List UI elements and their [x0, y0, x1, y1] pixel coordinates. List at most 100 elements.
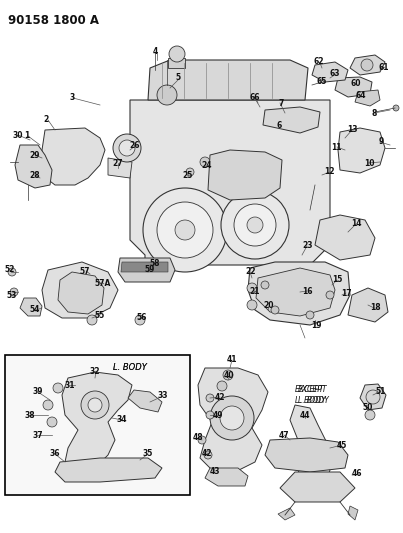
- Polygon shape: [58, 272, 104, 314]
- Polygon shape: [290, 405, 330, 488]
- Text: 65: 65: [317, 77, 327, 86]
- Polygon shape: [42, 262, 118, 318]
- Text: 38: 38: [25, 410, 35, 419]
- Polygon shape: [315, 215, 375, 260]
- Circle shape: [88, 398, 102, 412]
- Circle shape: [143, 188, 227, 272]
- Polygon shape: [355, 90, 380, 106]
- Polygon shape: [335, 77, 372, 97]
- Polygon shape: [130, 100, 330, 265]
- Circle shape: [135, 315, 145, 325]
- Text: 10: 10: [364, 158, 374, 167]
- Text: 49: 49: [213, 410, 223, 419]
- Circle shape: [157, 85, 177, 105]
- Circle shape: [234, 204, 276, 246]
- Circle shape: [393, 105, 399, 111]
- Circle shape: [200, 157, 210, 167]
- Text: 31: 31: [65, 381, 75, 390]
- Circle shape: [261, 281, 269, 289]
- Polygon shape: [280, 472, 355, 502]
- Polygon shape: [205, 468, 248, 486]
- Text: 42: 42: [202, 448, 212, 457]
- Polygon shape: [265, 438, 348, 472]
- Text: 44: 44: [300, 410, 310, 419]
- Text: 3: 3: [69, 93, 75, 101]
- Circle shape: [43, 400, 53, 410]
- Circle shape: [217, 381, 227, 391]
- Polygon shape: [55, 458, 162, 482]
- Text: 66: 66: [250, 93, 260, 101]
- Circle shape: [210, 396, 254, 440]
- Text: 5: 5: [175, 74, 181, 83]
- Text: 63: 63: [330, 69, 340, 78]
- Polygon shape: [338, 128, 385, 173]
- Polygon shape: [248, 262, 350, 325]
- Text: 28: 28: [30, 171, 40, 180]
- Circle shape: [81, 391, 109, 419]
- Circle shape: [204, 451, 212, 459]
- Text: 6: 6: [276, 120, 282, 130]
- Text: 26: 26: [130, 141, 140, 150]
- Text: 42: 42: [215, 392, 225, 401]
- Circle shape: [271, 306, 279, 314]
- Text: 23: 23: [303, 241, 313, 251]
- Text: 61: 61: [379, 62, 389, 71]
- Text: 8: 8: [371, 109, 377, 117]
- Text: 34: 34: [117, 416, 127, 424]
- Polygon shape: [108, 158, 132, 178]
- Circle shape: [169, 46, 185, 62]
- Polygon shape: [348, 506, 358, 520]
- Circle shape: [366, 390, 380, 404]
- Text: 12: 12: [324, 167, 334, 176]
- Text: 20: 20: [264, 302, 274, 311]
- Circle shape: [53, 383, 63, 393]
- Text: EXCEPT
L. BODY: EXCEPT L. BODY: [298, 385, 328, 405]
- Bar: [5, 355, 190, 495]
- Circle shape: [206, 394, 214, 402]
- Text: 40: 40: [224, 372, 234, 381]
- Circle shape: [247, 217, 263, 233]
- Circle shape: [223, 370, 233, 380]
- Text: 59: 59: [145, 265, 155, 274]
- Text: 16: 16: [302, 287, 312, 295]
- Text: 43: 43: [210, 467, 220, 477]
- Circle shape: [206, 411, 214, 419]
- Polygon shape: [360, 384, 386, 410]
- Circle shape: [247, 283, 257, 293]
- Text: 30: 30: [13, 131, 23, 140]
- Circle shape: [306, 311, 314, 319]
- Text: 41: 41: [227, 356, 237, 365]
- Polygon shape: [350, 55, 385, 75]
- Polygon shape: [168, 58, 185, 68]
- Circle shape: [361, 59, 373, 71]
- Text: L. BODY: L. BODY: [113, 364, 147, 373]
- Text: 25: 25: [183, 171, 193, 180]
- Text: 54: 54: [30, 305, 40, 314]
- Polygon shape: [198, 368, 268, 472]
- Text: 39: 39: [33, 387, 43, 397]
- Text: 45: 45: [337, 440, 347, 449]
- Text: 22: 22: [246, 268, 256, 277]
- Circle shape: [87, 315, 97, 325]
- Polygon shape: [312, 62, 348, 82]
- Circle shape: [8, 268, 16, 276]
- Text: 29: 29: [30, 150, 40, 159]
- Circle shape: [326, 291, 334, 299]
- Circle shape: [10, 288, 18, 296]
- Polygon shape: [15, 145, 52, 188]
- Circle shape: [47, 417, 57, 427]
- Text: 35: 35: [143, 449, 153, 458]
- Text: 48: 48: [193, 433, 203, 442]
- Text: 90158 1800 A: 90158 1800 A: [8, 14, 99, 27]
- Polygon shape: [128, 390, 162, 412]
- Text: 4: 4: [152, 47, 158, 56]
- Polygon shape: [208, 150, 282, 200]
- Circle shape: [221, 191, 289, 259]
- Circle shape: [119, 140, 135, 156]
- Text: 9: 9: [378, 138, 384, 147]
- Polygon shape: [148, 60, 308, 100]
- Polygon shape: [263, 107, 320, 133]
- Text: 55: 55: [95, 311, 105, 319]
- Text: 57: 57: [80, 266, 90, 276]
- Text: 57A: 57A: [95, 279, 111, 288]
